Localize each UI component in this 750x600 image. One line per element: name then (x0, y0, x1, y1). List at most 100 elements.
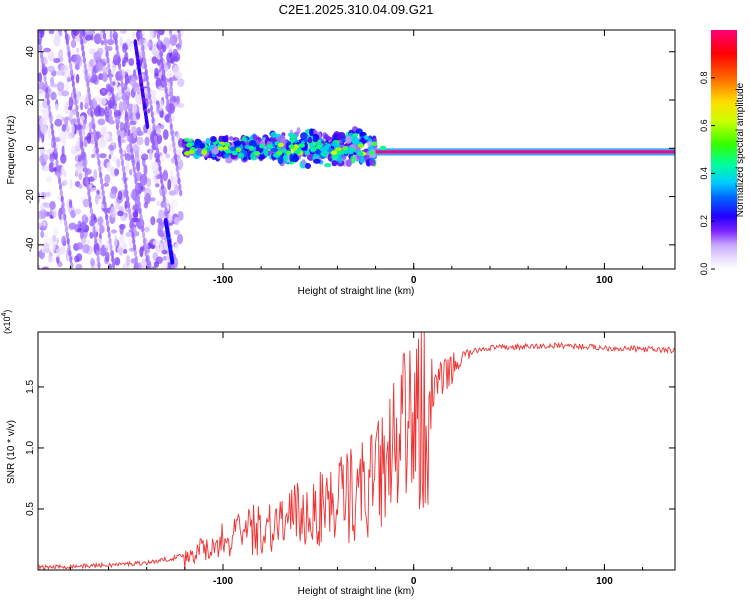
heatmap-cell (76, 47, 80, 53)
heatmap-cell (124, 153, 132, 162)
heatmap-cell (40, 191, 47, 200)
heatmap-cell (156, 32, 160, 40)
heatmap-cell (75, 73, 80, 84)
heatmap-cell (84, 171, 88, 179)
heatmap-cell (158, 44, 162, 52)
spectrogram-y-tick-label: 40 (25, 46, 36, 58)
heatmap-cell (149, 104, 154, 112)
heatmap-cell (162, 256, 168, 261)
heatmap-cell (79, 32, 83, 40)
colorbar-tick-label: 0.2 (699, 215, 709, 228)
heatmap-cell (143, 226, 150, 233)
heatmap-cell (86, 80, 90, 88)
heatmap-cell (160, 56, 164, 64)
heatmap-cell (41, 266, 50, 269)
heatmap-cell (100, 183, 104, 191)
heatmap-cell (154, 135, 158, 143)
heatmap-cell (154, 67, 159, 77)
heatmap-cell (94, 194, 99, 205)
heatmap-cell (74, 208, 82, 215)
heatmap-cell (103, 38, 108, 46)
heatmap-cell (64, 116, 69, 127)
heatmap-cell (44, 202, 51, 209)
heatmap-cell (122, 171, 126, 179)
colorbar-ticks: 0.0 0.2 0.4 0.6 0.8 (699, 72, 715, 275)
heatmap-cell (134, 255, 138, 263)
heatmap-cell (357, 143, 364, 148)
heatmap-cell (117, 135, 121, 143)
heatmap-cell (237, 152, 245, 159)
heatmap-cell (126, 195, 130, 203)
heatmap-cell (49, 154, 55, 163)
heatmap-cell (142, 231, 146, 239)
heatmap-cell (287, 132, 294, 138)
heatmap-cell (127, 207, 132, 215)
heatmap-cell (149, 68, 154, 74)
heatmap-cell (122, 92, 126, 100)
heatmap-cell (107, 62, 111, 70)
heatmap-cell (40, 56, 45, 64)
heatmap-cell (83, 165, 87, 173)
heatmap-cell (65, 231, 69, 239)
heatmap-cell (66, 237, 70, 245)
heatmap-cell (380, 145, 387, 151)
heatmap-cell (120, 159, 125, 167)
heatmap-cell (60, 153, 67, 164)
heatmap-cell (142, 50, 146, 58)
heatmap-cell (60, 166, 65, 176)
heatmap-cell (112, 98, 116, 106)
heatmap-cell (132, 211, 139, 218)
heatmap-cell (157, 224, 163, 237)
heatmap-cell (143, 62, 148, 70)
heatmap-cell (93, 129, 97, 137)
heatmap-cell (54, 118, 63, 127)
heatmap-cell (140, 219, 144, 227)
heatmap-cell (38, 38, 42, 46)
heatmap-cell (313, 158, 321, 164)
heatmap-cell (41, 123, 47, 136)
heatmap-cell (105, 213, 109, 221)
heatmap-cell (136, 126, 142, 136)
heatmap-cell (38, 155, 45, 163)
heatmap-cell (113, 32, 117, 40)
heatmap-cell (129, 219, 133, 227)
spectrogram-y-tick-label: 0 (25, 145, 36, 151)
spectrogram-xlabel: Height of straight line (km) (298, 286, 415, 297)
heatmap-cell (125, 231, 132, 238)
heatmap-cell (111, 92, 115, 100)
heatmap-cell (72, 86, 76, 94)
heatmap-cell (122, 56, 129, 63)
heatmap-cell (117, 190, 123, 201)
heatmap-cell (64, 225, 69, 233)
heatmap-cell (307, 136, 313, 144)
heatmap-cell (347, 149, 354, 155)
heatmap-cell (70, 48, 75, 54)
heatmap-cell (188, 149, 195, 155)
heatmap-cell (92, 225, 96, 233)
heatmap-cell (167, 104, 171, 112)
heatmap-cell (166, 98, 170, 106)
heatmap-cell (139, 32, 143, 40)
heatmap-cell (147, 108, 151, 114)
snr-y-tick-label: 1.5 (25, 380, 36, 394)
heatmap-cell (48, 30, 55, 35)
heatmap-cell (123, 177, 127, 185)
heatmap-cell (38, 72, 43, 83)
heatmap-cell (170, 157, 176, 164)
heatmap-cell (172, 64, 180, 77)
heatmap-cell (122, 43, 128, 53)
heatmap-cell (93, 135, 98, 143)
heatmap-cell (38, 195, 41, 204)
heatmap-cell (178, 183, 182, 191)
snr-xlabel: Height of straight line (km) (298, 586, 415, 597)
heatmap-cell (130, 153, 135, 161)
heatmap-cell (107, 91, 111, 100)
heatmap-cell (82, 153, 86, 161)
heatmap-cell (106, 56, 110, 64)
heatmap-cell (164, 86, 168, 94)
heatmap-cell (177, 233, 184, 245)
spectrogram-x-tick-label: 0 (411, 275, 417, 286)
heatmap-cell (217, 146, 224, 151)
heatmap-cell (97, 118, 106, 126)
heatmap-cell (70, 39, 77, 48)
